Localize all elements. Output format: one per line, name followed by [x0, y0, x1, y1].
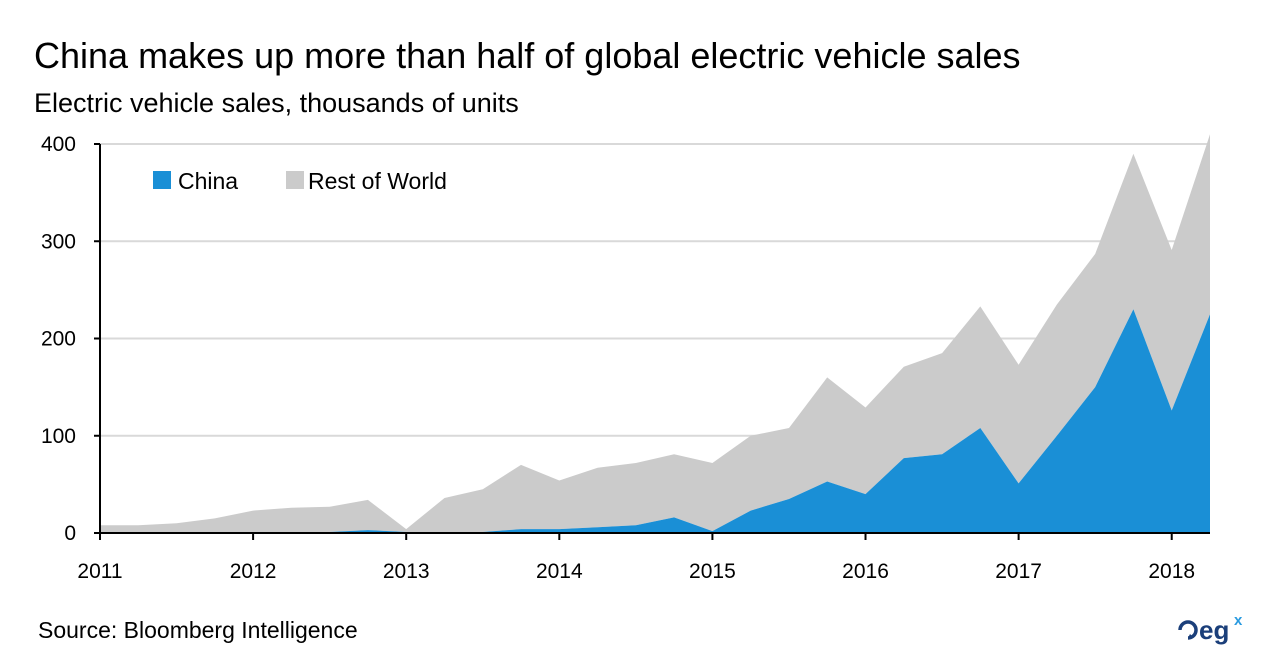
legend-rest-of-world-label: Rest of World [308, 168, 447, 194]
china-area [100, 309, 1210, 533]
x-tick-label: 2011 [77, 560, 122, 583]
y-tick-label: 100 [41, 425, 76, 448]
x-tick-label: 2016 [842, 560, 889, 583]
y-tick-label: 300 [41, 230, 76, 253]
axes [94, 143, 1210, 540]
china-series [100, 309, 1210, 533]
x-tick-labels: 2011 2012 2013 2014 2015 2016 2017 2018 [77, 560, 1195, 583]
x-tick-label: 2012 [230, 560, 277, 583]
egx-logo: eg x [1178, 612, 1243, 645]
chart-subtitle: Electric vehicle sales, thousands of uni… [34, 88, 519, 118]
legend-china-label: China [178, 168, 238, 194]
x-tick-label: 2017 [995, 560, 1042, 583]
legend-rest-of-world-swatch [286, 171, 304, 189]
y-tick-labels: 0 100 200 300 400 [41, 133, 76, 545]
chart-title: China makes up more than half of global … [34, 35, 1021, 76]
rest-of-world-area [100, 134, 1210, 534]
legend: China Rest of World [153, 168, 447, 194]
logo-superscript: x [1234, 612, 1243, 629]
x-tick-label: 2014 [536, 560, 583, 583]
y-tick-label: 200 [41, 328, 76, 351]
y-tick-label: 400 [41, 133, 76, 156]
x-tick-label: 2015 [689, 560, 736, 583]
x-tick-label: 2013 [383, 560, 430, 583]
legend-china-swatch [153, 171, 171, 189]
source-note: Source: Bloomberg Intelligence [38, 617, 358, 643]
logo-text: eg [1199, 615, 1229, 645]
x-tick-label: 2018 [1148, 560, 1195, 583]
logo-mark-icon [1178, 620, 1198, 640]
rest-of-world-series [100, 134, 1210, 534]
y-tick-label: 0 [64, 522, 76, 545]
